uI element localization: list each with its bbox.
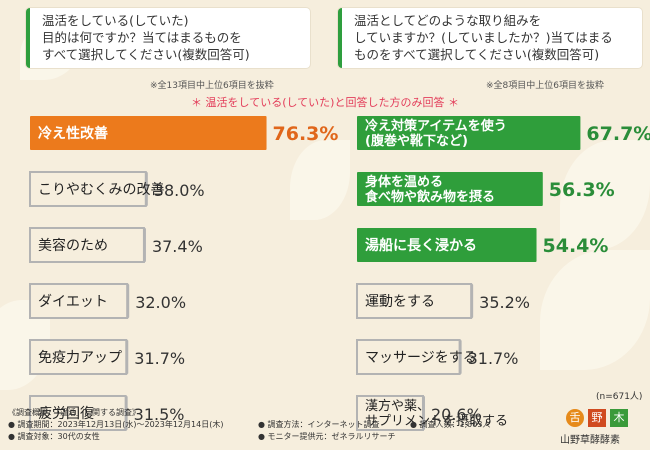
right-value-4: 31.7% <box>468 349 519 368</box>
left-label-1: こりやむくみの改善 <box>38 182 165 198</box>
logo-mark-2: 野 <box>588 409 606 427</box>
left-value-0: 76.3% <box>273 123 339 145</box>
survey-title: 《調査概要：「温活」に関する調査》 <box>8 408 140 417</box>
brand-logo: 舌 野 木 山野草酵酵素 <box>560 407 634 446</box>
right-bar-1 <box>357 172 543 206</box>
left-note: ※全13項目中上位6項目を抜粋 <box>150 81 274 91</box>
left-label-2: 美容のため <box>38 237 108 254</box>
left-label-3: ダイエット <box>38 294 108 310</box>
left-value-5: 31.5% <box>134 405 185 424</box>
left-bar-inner-2 <box>29 227 145 263</box>
right-bar-inner-5 <box>356 395 424 431</box>
respondent-note: ＊ 温活をしている(していた)と回答した方のみ回答 ＊ <box>191 96 459 109</box>
right-note: ※全8項目中上位6項目を抜粋 <box>486 81 604 91</box>
left-value-1: 38.0% <box>154 181 205 200</box>
right-value-0: 67.7% <box>586 123 650 145</box>
right-label-5-0: 漢方や薬、 <box>365 398 430 414</box>
left-value-3: 32.0% <box>135 293 186 312</box>
left-question: 温活をしている(していた) 目的は何ですか？当てはまるものを すべて選択してくだ… <box>42 13 250 62</box>
sample-size: (n=671人) <box>596 392 643 402</box>
right-label-1-1: 食べ物や飲み物を摂る <box>365 189 495 205</box>
logo-text: 山野草酵酵素 <box>560 435 620 446</box>
left-value-2: 37.4% <box>152 237 203 256</box>
survey-provider: ● モニター提供元：ゼネラルリサーチ <box>258 432 396 441</box>
right-label-1-0: 身体を温める <box>365 174 443 190</box>
left-label-4: 免疫力アップ <box>38 350 122 366</box>
right-label-0-0: 冷え対策アイテムを使う <box>365 118 507 134</box>
right-bar-inner-4 <box>356 339 461 375</box>
logo-mark-3: 木 <box>610 409 628 427</box>
survey-target: ● 調査対象：30代の女性 <box>8 432 100 441</box>
right-label-4: マッサージをする <box>365 350 477 366</box>
left-question-box: 温活をしている(していた) 目的は何ですか？当てはまるものを すべて選択してくだ… <box>26 8 310 68</box>
right-label-5-1: サプリメントを摂取する <box>365 413 508 429</box>
left-label-0: 冷え性改善 <box>38 125 108 142</box>
left-label-5: 疲労回復 <box>38 405 94 422</box>
right-label-3: 運動をする <box>365 294 435 310</box>
right-value-3: 35.2% <box>479 293 530 312</box>
right-label-2: 湯船に長く浸かる <box>365 237 477 254</box>
left-bar-inner-3 <box>29 283 129 319</box>
right-bar-0 <box>357 116 581 150</box>
right-bar-2 <box>357 228 537 262</box>
right-value-5: 20.6% <box>431 405 482 424</box>
logo-mark-1: 舌 <box>566 409 584 427</box>
left-bar-inner-1 <box>29 171 147 207</box>
survey-count: ● 調査人数：1,003人 <box>410 420 491 429</box>
right-value-1: 56.3% <box>549 179 615 201</box>
right-bar-inner-3 <box>356 283 473 319</box>
right-label-0-1: (腹巻や靴下など) <box>365 133 468 149</box>
left-value-4: 31.7% <box>134 349 185 368</box>
survey-period: ● 調査期間：2023年12月13日(水)～2023年12月14日(木) <box>8 420 224 429</box>
left-bar-inner-4 <box>29 339 128 375</box>
right-question-box: 温活としてどのような取り組みを していますか？(していましたか？)当てはまる も… <box>338 8 642 68</box>
right-value-2: 54.4% <box>543 235 609 257</box>
right-question: 温活としてどのような取り組みを していますか？(していましたか？)当てはまる も… <box>354 13 613 62</box>
left-bar-0 <box>30 116 267 150</box>
survey-method: ● 調査方法：インターネット調査 <box>258 420 380 429</box>
left-bar-inner-5 <box>29 395 127 431</box>
